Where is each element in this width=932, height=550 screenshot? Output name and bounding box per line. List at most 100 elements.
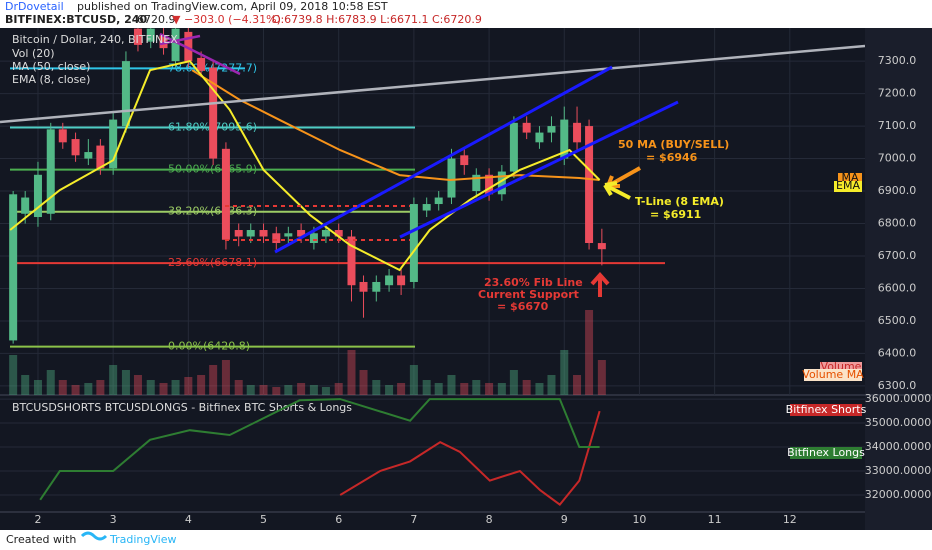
legend-ema: EMA (8, close)	[12, 73, 90, 86]
x-tick-label: 11	[708, 513, 722, 526]
legend-vol: Vol (20)	[12, 47, 55, 60]
volume-bar	[159, 383, 168, 395]
tag-bg	[834, 181, 862, 192]
y-tick-label: 33000.0000	[865, 464, 931, 477]
volume-bar	[560, 350, 569, 395]
tag: EMA	[836, 179, 860, 192]
y-tick-label: 6700.0	[878, 249, 917, 262]
candle-body	[159, 35, 168, 49]
volume-bar	[409, 365, 418, 395]
candle-body	[409, 204, 418, 282]
x-tick-label: 3	[110, 513, 117, 526]
x-tick-label: 2	[34, 513, 41, 526]
candle-body	[334, 230, 343, 237]
candle-body	[385, 275, 394, 286]
candle-body	[84, 152, 93, 159]
footer-bg	[0, 530, 932, 550]
candle-body	[397, 275, 406, 286]
y-tick-label: 6400.0	[878, 346, 917, 359]
volume-bar	[121, 370, 130, 395]
arrow	[590, 271, 610, 297]
volume-bar	[535, 383, 544, 395]
y-tick-label: 34000.0000	[865, 440, 931, 453]
volume-bar	[447, 375, 456, 395]
footer-brand[interactable]: TradingView	[109, 533, 176, 546]
x-tick-label: 4	[185, 513, 192, 526]
candle-body	[535, 132, 544, 143]
candle-body	[447, 158, 456, 198]
series-line	[339, 410, 601, 506]
series-line	[39, 398, 600, 501]
candle-body	[573, 122, 582, 143]
volume-bar	[347, 350, 356, 395]
candle-body	[560, 119, 569, 159]
annotation: = $6911	[650, 208, 701, 221]
candle-body	[109, 119, 118, 169]
y-tick-label: 7300.0	[878, 54, 917, 67]
annotation: = $6670	[497, 300, 549, 313]
volume-bar	[197, 375, 206, 395]
tag-bg	[804, 369, 862, 381]
y-tick-label: 7200.0	[878, 87, 917, 100]
fib-label: 23.60%(6678.1)	[168, 256, 257, 269]
volume-bar	[184, 377, 193, 395]
volume-bar	[259, 385, 268, 395]
y-tick-label: 7100.0	[878, 119, 917, 132]
author[interactable]: DrDovetail	[5, 0, 64, 13]
volume-bar	[234, 380, 243, 395]
tag-bg	[838, 173, 862, 184]
fib-label: 38.20%(6836.3)	[168, 205, 257, 218]
volume-bar	[109, 365, 118, 395]
volume-bar	[309, 385, 318, 395]
ohlc: O:6739.8 H:6783.9 L:6671.1 C:6720.9	[272, 13, 482, 26]
volume-bar	[46, 370, 55, 395]
volume-bar	[573, 375, 582, 395]
volume-bar	[246, 385, 255, 395]
channel-bottom	[399, 100, 679, 239]
indicator-line	[191, 69, 600, 182]
candle-body	[133, 28, 142, 45]
x-tick-label: 8	[486, 513, 493, 526]
volume-bar	[485, 383, 494, 395]
change: ▼ −303.0 (−4.31%)	[172, 13, 281, 26]
volume-bar	[497, 383, 506, 395]
candle-body	[522, 122, 531, 133]
volume-bar	[547, 375, 556, 395]
volume-bar	[509, 370, 518, 395]
volume-bar	[96, 380, 105, 395]
volume-bar	[221, 360, 230, 395]
logo	[80, 531, 108, 541]
legend-ma: MA (50, close)	[12, 60, 90, 73]
candle-body	[372, 281, 381, 292]
volume-bar	[84, 383, 93, 395]
volume-bar	[359, 370, 368, 395]
candle-body	[121, 61, 130, 127]
candle-body	[359, 281, 368, 292]
fib-label: 50.00%(6965.9)	[168, 163, 257, 176]
candle-body	[497, 171, 506, 195]
candle-body	[509, 122, 518, 172]
candle-body	[434, 197, 443, 205]
candle-body	[259, 230, 268, 237]
drawings	[0, 32, 865, 254]
candle-body	[197, 57, 206, 71]
y-tick-label: 36000.0000	[865, 392, 931, 405]
candle-body	[171, 28, 180, 62]
volume-bar	[171, 380, 180, 395]
candle-body	[146, 28, 155, 42]
candle-body	[597, 243, 606, 250]
volume-bar	[297, 383, 306, 395]
volume-bar	[58, 380, 67, 395]
x-tick-label: 7	[410, 513, 417, 526]
volume-bar	[133, 375, 142, 395]
candle-body	[485, 174, 494, 195]
fib-label: 0.00%(6420.8)	[168, 340, 250, 353]
candle-body	[321, 230, 330, 237]
candle-body	[272, 233, 281, 244]
volume-bar	[334, 383, 343, 395]
volume-bar	[209, 365, 218, 395]
y-tick-label: 35000.0000	[865, 416, 931, 429]
candle-body	[309, 233, 318, 244]
candle-body	[21, 197, 30, 214]
footer-text: Created with	[6, 533, 76, 546]
